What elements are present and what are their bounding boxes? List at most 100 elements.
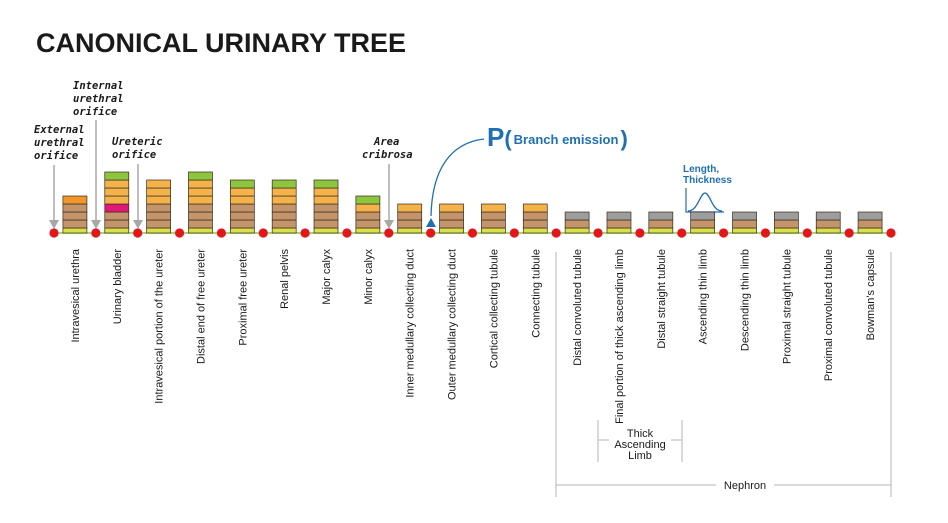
internal-urethral-orifice-arrow-head (91, 220, 101, 229)
segment-column (857, 211, 883, 234)
segment-layer (188, 171, 213, 181)
external-urethral-orifice-line1: External (34, 124, 85, 136)
segment-column (564, 211, 590, 234)
segment-layer (188, 211, 213, 221)
segment-base-layer (815, 227, 841, 234)
segment-layer (271, 203, 297, 213)
segment-layer (271, 195, 297, 205)
segment-layer (104, 195, 130, 205)
branch-emission-close-paren: ) (620, 126, 627, 151)
segment-label: Descending thin limb (740, 249, 752, 351)
segment-layer (104, 187, 130, 197)
segment-label: Proximal convoluted tubule (823, 249, 835, 381)
segment-layer (188, 219, 213, 229)
segment-layer (439, 211, 464, 221)
segment-layer (648, 219, 674, 229)
segment-layer (146, 179, 171, 189)
segment-layer (690, 211, 716, 221)
segment-label: Final portion of thick ascending limb (614, 249, 626, 424)
segment-label: Ascending thin limb (698, 249, 710, 344)
thick-ascending-limb-bracket: Thick Ascending Limb (597, 420, 683, 462)
length-thickness-line2: Thickness (683, 175, 732, 186)
tree-node (342, 228, 352, 238)
segment-layer (62, 203, 88, 213)
segment-layer (690, 219, 716, 229)
segment-layer (313, 187, 339, 197)
segment-base-layer (146, 227, 171, 234)
tree-node (426, 228, 436, 238)
segment-column (188, 171, 213, 234)
segment-layer (564, 219, 590, 229)
segment-column (397, 203, 423, 234)
segment-layer (188, 195, 213, 205)
segment-layer (397, 219, 423, 229)
segment-base-layer (439, 227, 464, 234)
segment-layer (815, 211, 841, 221)
tree-node (551, 228, 561, 238)
area-cribrosa-line2: cribrosa (362, 149, 413, 161)
area-cribrosa-arrow-head (384, 220, 394, 229)
tree-node (719, 228, 729, 238)
segment-layer (522, 211, 548, 221)
area-cribrosa-line1: Area (373, 136, 399, 148)
segment-base-layer (774, 227, 799, 234)
segment-layer (62, 219, 88, 229)
segment-layer (313, 203, 339, 213)
tree-node (384, 228, 394, 238)
segment-layer (355, 211, 381, 221)
segment-base-layer (690, 227, 716, 234)
segment-layer (732, 211, 757, 221)
segment-layer (774, 219, 799, 229)
segment-layer (229, 195, 255, 205)
branch-emission-curve (430, 138, 485, 217)
segment-layer (397, 211, 423, 221)
segment-layer (355, 219, 381, 229)
segment-layer (648, 211, 674, 221)
segment-layer (857, 211, 883, 221)
segment-layer (522, 219, 548, 229)
tree-node (300, 228, 310, 238)
tree-node (467, 228, 478, 238)
segment-column (606, 211, 632, 234)
segment-layer (439, 219, 464, 229)
segment-layer (146, 219, 171, 229)
segment-column (774, 211, 799, 234)
page-title: CANONICAL URINARY TREE (36, 28, 406, 58)
tree-node (677, 228, 687, 238)
segment-base-layer (648, 227, 674, 234)
segment-base-layer (564, 227, 590, 234)
branch-emission-arrow-head (426, 218, 436, 227)
length-thickness-axes (685, 188, 724, 213)
segment-label: Inner medullary collecting duct (405, 249, 417, 398)
segment-layer (774, 211, 799, 221)
segment-base-layer (188, 227, 213, 234)
segment-layer (522, 203, 548, 213)
segment-columns (62, 171, 883, 234)
segment-label: Major calyx (321, 249, 333, 305)
external-urethral-orifice-arrow-head (49, 220, 59, 229)
segment-layer (355, 195, 381, 205)
segment-layer (271, 211, 297, 221)
tree-node (216, 228, 226, 238)
segment-base-layer (481, 227, 506, 234)
segment-label: Proximal free ureter (237, 249, 249, 346)
segment-layer (606, 219, 632, 229)
segment-label: Intravesical urethra (70, 248, 82, 342)
segment-layer (146, 203, 171, 213)
segment-column (439, 203, 464, 234)
external-urethral-orifice-annotation: External urethral orifice (34, 124, 85, 229)
thick-ascending-limb-label-bg (609, 426, 671, 462)
segment-layer (188, 203, 213, 213)
segment-base-layer (229, 227, 255, 234)
segment-layer (355, 203, 381, 213)
segment-layer (313, 211, 339, 221)
segment-layer (564, 211, 590, 221)
segment-label: Cortical collecting tubule (488, 249, 500, 368)
segment-column (104, 171, 130, 234)
segment-label: Connecting tubule (530, 249, 542, 338)
segment-label: Intravesical portion of the ureter (154, 249, 166, 404)
tree-node (133, 228, 143, 238)
segment-base-layer (355, 227, 381, 234)
segment-base-layer (857, 227, 883, 234)
segment-column (815, 211, 841, 234)
